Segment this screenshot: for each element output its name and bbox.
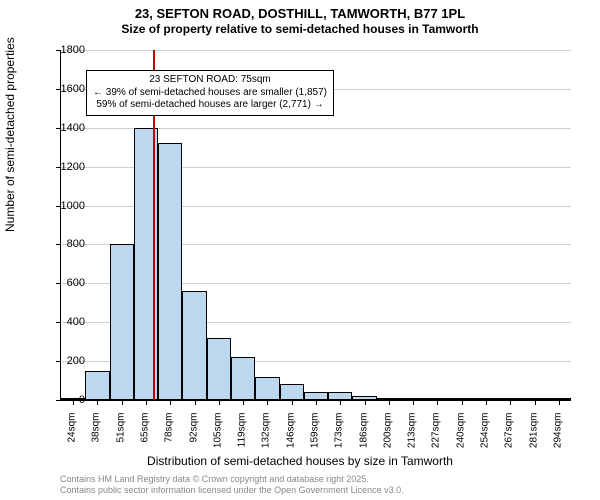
- y-tick-label: 1400: [45, 122, 85, 134]
- y-tick-label: 1800: [45, 44, 85, 56]
- histogram-bar: [304, 392, 328, 400]
- x-tick-label: 213sqm: [407, 413, 418, 458]
- x-tick-label: 240sqm: [455, 413, 466, 458]
- x-tick-label: 267sqm: [504, 413, 515, 458]
- histogram-bar: [280, 384, 304, 400]
- x-tick-label: 173sqm: [334, 413, 345, 458]
- x-tick-mark: [413, 400, 414, 405]
- x-tick-label: 105sqm: [212, 413, 223, 458]
- x-tick-mark: [365, 400, 366, 405]
- chart-container: 23, SEFTON ROAD, DOSTHILL, TAMWORTH, B77…: [0, 0, 600, 500]
- x-tick-mark: [292, 400, 293, 405]
- y-tick-label: 1200: [45, 161, 85, 173]
- title-line2: Size of property relative to semi-detach…: [0, 22, 600, 36]
- x-tick-label: 65sqm: [140, 413, 151, 458]
- x-tick-label: 38sqm: [91, 413, 102, 458]
- x-tick-label: 78sqm: [164, 413, 175, 458]
- x-tick-label: 132sqm: [261, 413, 272, 458]
- x-tick-mark: [146, 400, 147, 405]
- x-tick-mark: [559, 400, 560, 405]
- x-tick-label: 281sqm: [528, 413, 539, 458]
- y-tick-label: 1600: [45, 83, 85, 95]
- annotation-box: 23 SEFTON ROAD: 75sqm← 39% of semi-detac…: [86, 70, 334, 116]
- x-tick-label: 92sqm: [188, 413, 199, 458]
- footer-line2: Contains public sector information licen…: [60, 485, 404, 496]
- y-tick-label: 1000: [45, 200, 85, 212]
- chart-area: 23 SEFTON ROAD: 75sqm← 39% of semi-detac…: [60, 50, 571, 401]
- gridline: [61, 50, 571, 51]
- annotation-line2: ← 39% of semi-detached houses are smalle…: [93, 87, 327, 100]
- y-tick-label: 200: [45, 355, 85, 367]
- annotation-line3: 59% of semi-detached houses are larger (…: [93, 99, 327, 112]
- x-tick-label: 51sqm: [115, 413, 126, 458]
- y-tick-label: 0: [45, 394, 85, 406]
- x-tick-mark: [486, 400, 487, 405]
- x-tick-mark: [510, 400, 511, 405]
- x-tick-mark: [316, 400, 317, 405]
- x-tick-label: 159sqm: [310, 413, 321, 458]
- x-tick-mark: [97, 400, 98, 405]
- x-tick-mark: [170, 400, 171, 405]
- x-tick-label: 146sqm: [285, 413, 296, 458]
- x-tick-mark: [535, 400, 536, 405]
- x-tick-mark: [219, 400, 220, 405]
- histogram-bar: [231, 357, 255, 400]
- histogram-bar: [328, 392, 352, 400]
- histogram-bar: [207, 338, 231, 400]
- x-tick-mark: [340, 400, 341, 405]
- x-tick-label: 186sqm: [358, 413, 369, 458]
- y-tick-label: 600: [45, 277, 85, 289]
- x-tick-mark: [243, 400, 244, 405]
- footer: Contains HM Land Registry data © Crown c…: [60, 474, 404, 496]
- x-tick-mark: [267, 400, 268, 405]
- annotation-line1: 23 SEFTON ROAD: 75sqm: [93, 74, 327, 87]
- y-tick-label: 800: [45, 238, 85, 250]
- title-block: 23, SEFTON ROAD, DOSTHILL, TAMWORTH, B77…: [0, 0, 600, 36]
- x-tick-label: 24sqm: [67, 413, 78, 458]
- histogram-bar: [85, 371, 109, 400]
- x-tick-label: 227sqm: [431, 413, 442, 458]
- histogram-bar: [255, 377, 279, 400]
- histogram-bar: [110, 244, 134, 400]
- x-tick-label: 200sqm: [382, 413, 393, 458]
- x-tick-mark: [462, 400, 463, 405]
- x-tick-mark: [389, 400, 390, 405]
- title-line1: 23, SEFTON ROAD, DOSTHILL, TAMWORTH, B77…: [0, 6, 600, 22]
- y-tick-label: 400: [45, 316, 85, 328]
- x-tick-mark: [437, 400, 438, 405]
- histogram-bar: [158, 143, 182, 400]
- histogram-bar: [182, 291, 206, 400]
- y-axis-label: Number of semi-detached properties: [3, 37, 17, 232]
- x-tick-label: 254sqm: [480, 413, 491, 458]
- x-tick-mark: [122, 400, 123, 405]
- x-tick-label: 294sqm: [552, 413, 563, 458]
- x-tick-label: 119sqm: [237, 413, 248, 458]
- x-tick-mark: [195, 400, 196, 405]
- footer-line1: Contains HM Land Registry data © Crown c…: [60, 474, 404, 485]
